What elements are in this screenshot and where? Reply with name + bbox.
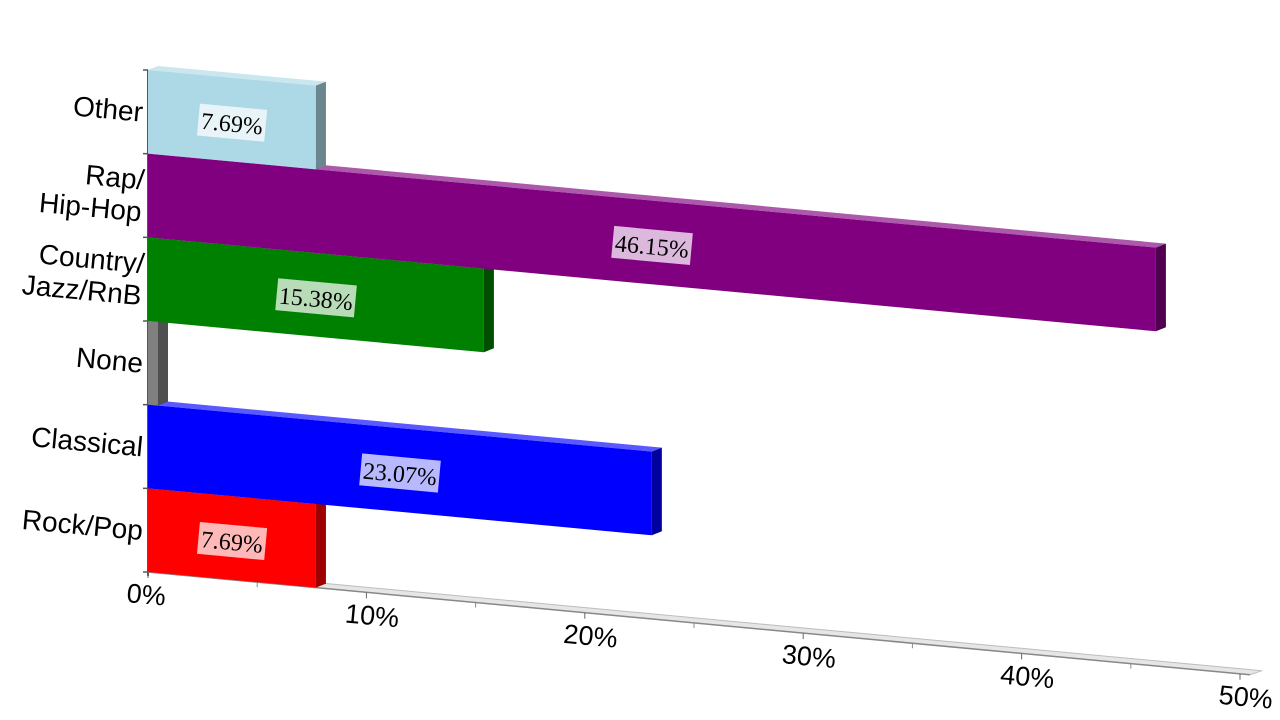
bar-side-face	[315, 499, 326, 588]
bar-front-face	[148, 321, 158, 406]
data-label: 7.69%	[196, 103, 268, 142]
data-label-box	[359, 453, 441, 493]
category-label: Rock/Pop	[21, 504, 145, 546]
data-label-box	[196, 103, 268, 142]
data-label: 15.38%	[275, 278, 357, 318]
category-label: Rap/Hip-Hop	[38, 155, 146, 227]
bar-side-face	[1155, 243, 1166, 332]
data-label: 23.07%	[359, 453, 441, 493]
x-tick-label: 0%	[125, 578, 167, 611]
data-label: 7.69%	[196, 521, 268, 561]
bar-side-face	[651, 447, 662, 536]
x-tick-label: 50%	[1217, 680, 1274, 715]
category-label: Classical	[30, 421, 144, 462]
category-label: Country/Jazz/RnB	[21, 237, 146, 311]
data-label-box	[275, 278, 357, 318]
data-label-text: 7.69%	[200, 527, 264, 559]
bar-side-face	[483, 264, 494, 353]
data-label-box	[196, 521, 268, 561]
bar-top-face	[148, 400, 662, 452]
value-axis-line	[147, 571, 1251, 676]
x-tick-label: 30%	[781, 639, 838, 674]
x-tick-label: 10%	[344, 598, 401, 633]
category-label: None	[75, 342, 145, 379]
bar-top-face	[148, 66, 326, 86]
data-label-text: 7.69%	[200, 109, 264, 141]
bar-side-face	[315, 81, 326, 170]
x-tick-label: 40%	[999, 660, 1056, 695]
data-label-box	[611, 225, 693, 266]
data-label: 46.15%	[611, 225, 693, 266]
category-label: Other	[72, 90, 145, 127]
x-tick-label: 20%	[562, 619, 619, 654]
bar-top-face	[148, 149, 1166, 248]
bar-3	[148, 317, 168, 406]
bar-side-face	[158, 317, 168, 406]
